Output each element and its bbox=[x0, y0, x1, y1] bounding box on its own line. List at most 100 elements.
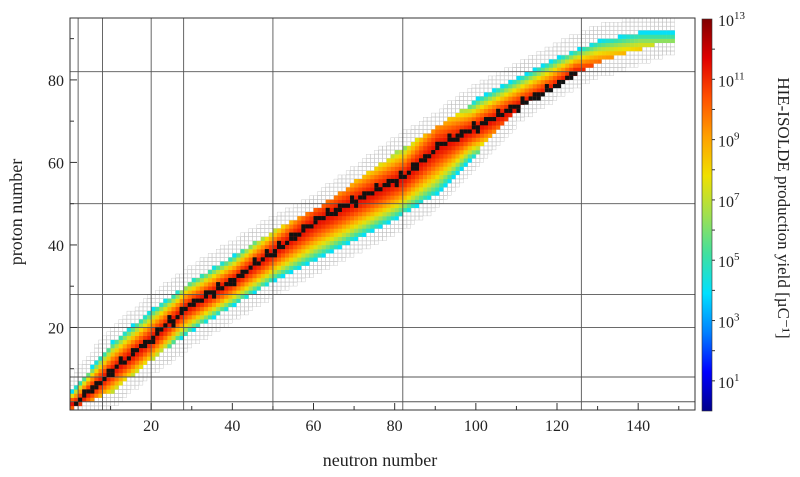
y-tick-label: 40 bbox=[48, 238, 64, 255]
stable-isotope bbox=[114, 364, 119, 369]
stable-isotope bbox=[337, 207, 342, 212]
stable-isotope bbox=[341, 203, 346, 208]
stable-isotope bbox=[147, 339, 152, 344]
stable-isotope bbox=[268, 253, 273, 258]
stable-isotope bbox=[483, 121, 489, 126]
stable-isotope bbox=[561, 79, 566, 85]
stable-isotope bbox=[333, 211, 338, 217]
y-tick-label: 60 bbox=[48, 155, 64, 172]
stable-isotope bbox=[74, 401, 79, 406]
stable-isotope bbox=[167, 319, 172, 324]
stable-isotope bbox=[329, 211, 334, 217]
stable-isotope bbox=[398, 170, 403, 175]
stable-isotope bbox=[98, 381, 103, 386]
stable-isotope bbox=[276, 244, 282, 250]
stable-isotope bbox=[155, 327, 160, 332]
stable-isotope bbox=[427, 154, 432, 159]
stable-isotope bbox=[183, 306, 188, 311]
stable-isotope bbox=[289, 232, 294, 237]
x-tick-label: 140 bbox=[626, 418, 650, 435]
stable-isotope bbox=[337, 203, 342, 208]
stable-isotope bbox=[171, 323, 176, 328]
stable-isotope bbox=[508, 104, 513, 109]
stable-isotope bbox=[252, 257, 257, 262]
stable-isotope bbox=[159, 327, 164, 332]
stable-isotope bbox=[232, 282, 237, 287]
stable-isotope bbox=[483, 117, 489, 122]
stable-isotope bbox=[321, 216, 326, 221]
colorbar-tick-label: 105 bbox=[718, 251, 740, 271]
stable-isotope bbox=[345, 203, 351, 208]
stable-isotope bbox=[106, 372, 111, 377]
stable-isotope bbox=[151, 335, 156, 340]
stable-isotope bbox=[573, 71, 578, 76]
stable-isotope bbox=[297, 232, 302, 237]
stable-isotope bbox=[179, 306, 184, 311]
stable-isotope bbox=[301, 224, 306, 229]
stable-isotope bbox=[240, 273, 245, 278]
stable-isotope bbox=[90, 389, 95, 394]
stable-isotope bbox=[374, 183, 379, 188]
stable-isotope bbox=[516, 104, 521, 109]
stable-isotope bbox=[496, 108, 501, 113]
x-tick-label: 60 bbox=[306, 418, 322, 435]
stable-isotope bbox=[203, 290, 208, 295]
stable-isotope bbox=[86, 389, 91, 394]
stable-isotope bbox=[317, 216, 322, 221]
colorbar-tick-label: 101 bbox=[718, 372, 740, 392]
stable-isotope bbox=[548, 88, 553, 93]
stable-isotope bbox=[386, 183, 391, 188]
stable-isotope bbox=[459, 133, 464, 138]
stable-isotope bbox=[191, 302, 196, 307]
stable-isotope bbox=[557, 79, 562, 85]
stable-isotope bbox=[516, 108, 521, 113]
stable-isotope bbox=[191, 298, 196, 303]
stable-isotope bbox=[207, 290, 213, 295]
stable-isotope bbox=[305, 224, 310, 229]
stable-isotope bbox=[532, 92, 537, 97]
stable-isotope bbox=[569, 75, 574, 80]
stable-isotope bbox=[293, 236, 298, 241]
x-tick-label: 80 bbox=[387, 418, 403, 435]
stable-isotope bbox=[394, 178, 399, 184]
stable-isotope bbox=[264, 249, 269, 254]
stable-isotope bbox=[240, 269, 245, 274]
stable-isotope bbox=[78, 397, 83, 402]
stable-isotope bbox=[471, 125, 476, 130]
stable-isotope bbox=[390, 178, 395, 184]
stable-isotope bbox=[199, 298, 204, 303]
stable-isotope bbox=[439, 141, 444, 146]
stable-isotope bbox=[451, 137, 456, 142]
stable-isotope bbox=[544, 88, 549, 93]
stable-isotope bbox=[475, 129, 480, 134]
stable-isotope bbox=[366, 191, 371, 196]
y-axis-label: proton number bbox=[6, 159, 26, 265]
stable-isotope bbox=[260, 257, 265, 262]
stable-isotope bbox=[524, 100, 529, 105]
stable-isotope bbox=[459, 129, 464, 134]
stable-isotope bbox=[362, 191, 367, 196]
stable-isotope bbox=[118, 356, 123, 361]
stable-isotope bbox=[90, 385, 95, 390]
stable-isotope bbox=[536, 96, 541, 101]
colorbar-tick-label: 107 bbox=[718, 191, 740, 211]
plot-frame bbox=[69, 17, 696, 411]
stable-isotope bbox=[520, 96, 525, 101]
stable-isotope bbox=[350, 199, 355, 204]
colorbar-tick-label: 109 bbox=[718, 131, 740, 151]
stable-isotope bbox=[126, 356, 131, 361]
stable-isotope bbox=[565, 75, 570, 80]
y-tick-label: 80 bbox=[48, 73, 64, 90]
stable-isotope bbox=[386, 178, 391, 184]
stable-isotope bbox=[224, 282, 229, 287]
stable-isotope bbox=[143, 339, 148, 344]
stable-isotope bbox=[402, 174, 407, 179]
stable-isotope bbox=[102, 376, 107, 382]
stable-isotope bbox=[354, 199, 359, 204]
stable-isotope bbox=[118, 360, 123, 365]
stable-isotope bbox=[130, 352, 135, 357]
stable-isotope bbox=[414, 166, 420, 171]
stable-isotope bbox=[378, 187, 383, 192]
stable-isotope bbox=[143, 343, 148, 349]
